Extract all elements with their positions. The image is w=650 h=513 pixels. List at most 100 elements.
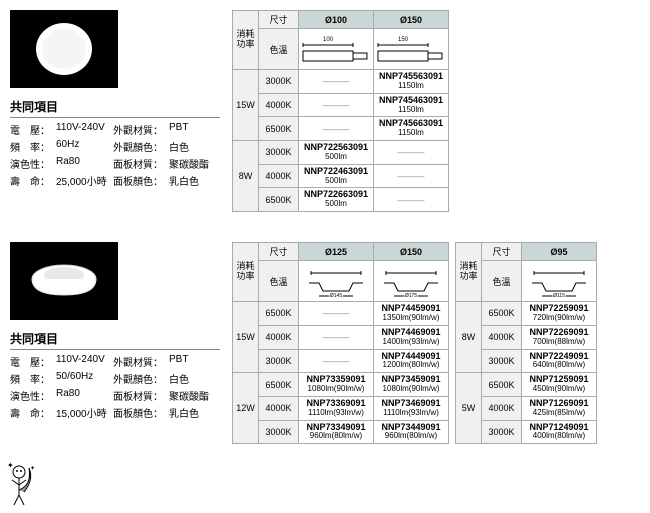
- data-cell: NNP72249091640lm(80lm/w): [522, 349, 597, 373]
- col-dim: Ø150: [374, 243, 449, 261]
- model-cell: NNP71269091425lm(85lm/w): [525, 399, 593, 418]
- data-cell: NNP733690911110lm(93lm/w): [299, 396, 374, 420]
- wattage-cell: 8W: [233, 141, 259, 212]
- wattage-cell: 5W: [456, 373, 482, 444]
- cct-cell: 4000K: [259, 325, 299, 349]
- model-cell: NNP72259091720lm(90lm/w): [525, 304, 593, 323]
- tables-2: 消耗功率尺寸Ø125Ø150色溫Ø145Ø145Ø175Ø17515W6500K…: [232, 242, 640, 444]
- data-cell: NNP7456630911150lm: [374, 117, 449, 141]
- data-cell: ———: [299, 349, 374, 373]
- empty-cell: ———: [323, 308, 350, 318]
- product-thumb-1: [10, 10, 118, 88]
- model-cell: NNP734590911080lm(90lm/w): [377, 375, 445, 394]
- svg-text:✦: ✦: [7, 461, 14, 470]
- cct-cell: 3000K: [482, 420, 522, 444]
- temp-label: 色溫: [259, 29, 299, 70]
- cct-cell: 3000K: [482, 349, 522, 373]
- spec-grid-2: 電 壓：110V-240V外觀材質：PBT頻 率：50/60Hz外觀顏色：白色演…: [10, 354, 220, 420]
- data-cell: ———: [299, 325, 374, 349]
- empty-cell: ———: [323, 124, 350, 134]
- model-cell: NNP722663091500lm: [302, 190, 370, 209]
- cct-cell: 4000K: [259, 93, 299, 117]
- data-cell: NNP744490911200lm(80lm/w): [374, 349, 449, 373]
- left-panel-1: 共同項目 電 壓：110V-240V外觀材質：PBT頻 率：60Hz外觀顏色：白…: [10, 10, 220, 212]
- spec-cell: 壽 命：: [10, 405, 50, 420]
- data-cell: NNP73349091960lm(80lm/w): [299, 420, 374, 444]
- spec-cell: 電 壓：: [10, 122, 50, 137]
- temp-label: 色溫: [482, 261, 522, 302]
- model-cell: NNP7456630911150lm: [377, 119, 445, 138]
- empty-cell: ———: [323, 76, 350, 86]
- spec-cell: 外觀顏色：: [113, 371, 163, 386]
- data-cell: ———: [374, 188, 449, 212]
- cct-cell: 3000K: [259, 420, 299, 444]
- svg-text:150: 150: [398, 37, 409, 43]
- size-label: 尺寸: [259, 243, 299, 261]
- wattage-cell: 8W: [456, 302, 482, 373]
- section-1: 共同項目 電 壓：110V-240V外觀材質：PBT頻 率：60Hz外觀顏色：白…: [10, 10, 640, 212]
- mascot-icon: ✦✦: [4, 460, 44, 513]
- size-label: 尺寸: [482, 243, 522, 261]
- svg-text:Ø115: Ø115: [553, 293, 565, 299]
- spec-cell: 外觀顏色：: [113, 139, 163, 154]
- cct-cell: 6500K: [259, 373, 299, 397]
- spec-cell: PBT: [169, 122, 220, 137]
- empty-cell: ———: [323, 100, 350, 110]
- model-cell: NNP72249091640lm(80lm/w): [525, 352, 593, 371]
- wattage-cell: 12W: [233, 373, 259, 444]
- common-title-1: 共同項目: [10, 98, 220, 118]
- data-cell: NNP71269091425lm(85lm/w): [522, 396, 597, 420]
- model-cell: NNP7454630911150lm: [377, 96, 445, 115]
- empty-cell: ———: [398, 171, 425, 181]
- spec-grid-1: 電 壓：110V-240V外觀材質：PBT頻 率：60Hz外觀顏色：白色演色性：…: [10, 122, 220, 188]
- side-label: 消耗功率: [456, 243, 482, 302]
- spec-cell: 頻 率：: [10, 139, 50, 154]
- diagram-cell: Ø115Ø115: [522, 261, 597, 302]
- spec-cell: 面板顏色：: [113, 173, 163, 188]
- spec-cell: 50/60Hz: [56, 371, 107, 386]
- data-cell: NNP73449091960lm(80lm/w): [374, 420, 449, 444]
- diagram-cell: 150: [374, 29, 449, 70]
- cct-cell: 3000K: [259, 141, 299, 165]
- spec-cell: 乳白色: [169, 173, 220, 188]
- svg-text:✦: ✦: [30, 465, 35, 472]
- spec-cell: 白色: [169, 139, 220, 154]
- tables-1: 消耗功率尺寸Ø100Ø150色溫10015015W3000K———NNP7455…: [232, 10, 640, 212]
- model-cell: NNP744590911350lm(90lm/w): [377, 304, 445, 323]
- spec-cell: 白色: [169, 371, 220, 386]
- left-panel-2: 共同項目 電 壓：110V-240V外觀材質：PBT頻 率：50/60Hz外觀顏…: [10, 242, 220, 444]
- spec-cell: 聚碳酸酯: [169, 156, 220, 171]
- size-label: 尺寸: [259, 11, 299, 29]
- cct-cell: 4000K: [259, 396, 299, 420]
- model-cell: NNP73349091960lm(80lm/w): [302, 423, 370, 442]
- empty-cell: ———: [323, 356, 350, 366]
- spec-cell: 外觀材質：: [113, 354, 163, 369]
- empty-cell: ———: [398, 195, 425, 205]
- data-cell: NNP71259091450lm(90lm/w): [522, 373, 597, 397]
- wattage-cell: 15W: [233, 302, 259, 373]
- col-dim: Ø95: [522, 243, 597, 261]
- spec-cell: Ra80: [56, 156, 107, 171]
- data-cell: ———: [299, 93, 374, 117]
- temp-label: 色溫: [259, 261, 299, 302]
- model-cell: NNP722563091500lm: [302, 143, 370, 162]
- data-cell: NNP734690911110lm(93lm/w): [374, 396, 449, 420]
- data-cell: NNP71249091400lm(80lm/w): [522, 420, 597, 444]
- cct-cell: 6500K: [259, 117, 299, 141]
- data-cell: NNP7455630911150lm: [374, 70, 449, 94]
- cct-cell: 3000K: [259, 70, 299, 94]
- wattage-cell: 15W: [233, 70, 259, 141]
- spec-cell: 電 壓：: [10, 354, 50, 369]
- spec-cell: 演色性：: [10, 156, 50, 171]
- side-label: 消耗功率: [233, 11, 259, 70]
- spec-cell: Ra80: [56, 388, 107, 403]
- side-label: 消耗功率: [233, 243, 259, 302]
- spec-cell: 60Hz: [56, 139, 107, 154]
- cct-cell: 4000K: [259, 164, 299, 188]
- data-cell: NNP744690911400lm(93lm/w): [374, 325, 449, 349]
- cct-cell: 6500K: [482, 373, 522, 397]
- cct-cell: 6500K: [482, 302, 522, 326]
- model-cell: NNP71259091450lm(90lm/w): [525, 375, 593, 394]
- model-cell: NNP734690911110lm(93lm/w): [377, 399, 445, 418]
- empty-cell: ———: [323, 332, 350, 342]
